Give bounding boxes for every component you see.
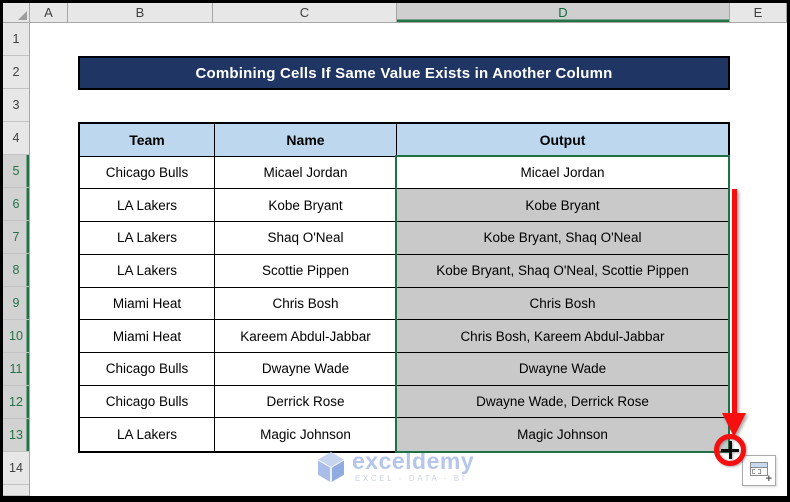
row-header-4[interactable]: 4	[3, 122, 29, 155]
table-cell-team[interactable]: LA Lakers	[80, 254, 215, 288]
select-all-triangle-icon	[18, 11, 27, 20]
fill-handle-highlight-circle	[714, 434, 746, 466]
fill-handle-plus-icon[interactable]	[721, 441, 739, 459]
row-header-10-selected[interactable]: 10	[3, 320, 29, 353]
table-header-team[interactable]: Team	[80, 124, 215, 157]
column-header-a[interactable]: A	[30, 3, 68, 22]
table-cell-output[interactable]: Magic Johnson	[397, 418, 728, 451]
table-cell-team[interactable]: LA Lakers	[80, 222, 215, 255]
row-header-9-selected[interactable]: 9	[3, 287, 29, 320]
column-header-b[interactable]: B	[68, 3, 213, 22]
row-header-14[interactable]: 14	[3, 452, 29, 485]
row-header-2[interactable]: 2	[3, 56, 29, 89]
autofill-options-icon	[750, 462, 768, 476]
table-cell-name[interactable]: Magic Johnson	[215, 418, 397, 451]
row-header-8-selected[interactable]: 8	[3, 254, 29, 287]
table-cell-output[interactable]: Chris Bosh	[397, 287, 728, 321]
worksheet: A B C D E 1 2 3 4 5 6 7 8 9 10 11 12 13 …	[3, 3, 787, 496]
table-cell-output-active[interactable]: Micael Jordan	[397, 156, 728, 190]
data-table: Team Name Output Chicago Bulls Micael Jo…	[78, 122, 730, 453]
red-arrowhead-icon	[722, 413, 746, 437]
table-cell-team[interactable]: LA Lakers	[80, 189, 215, 223]
table-cell-output[interactable]: Chris Bosh, Kareem Abdul-Jabbar	[397, 320, 728, 353]
row-header-11-selected[interactable]: 11	[3, 353, 29, 386]
table-cell-team[interactable]: Miami Heat	[80, 320, 215, 353]
row-header-strip: 1 2 3 4 5 6 7 8 9 10 11 12 13 14	[3, 23, 30, 496]
table-cell-team[interactable]: LA Lakers	[80, 418, 215, 451]
column-header-c[interactable]: C	[213, 3, 397, 22]
table-cell-name[interactable]: Shaq O'Neal	[215, 222, 397, 255]
row-header-1[interactable]: 1	[3, 23, 29, 56]
table-cell-team[interactable]: Chicago Bulls	[80, 156, 215, 190]
table-cell-name[interactable]: Kareem Abdul-Jabbar	[215, 320, 397, 353]
table-cell-output[interactable]: Kobe Bryant, Shaq O'Neal, Scottie Pippen	[397, 254, 728, 288]
table-cell-output[interactable]: Kobe Bryant, Shaq O'Neal	[397, 222, 728, 255]
column-header-e[interactable]: E	[730, 3, 787, 22]
brand-logo-cube-icon	[318, 451, 344, 482]
table-cell-team[interactable]: Chicago Bulls	[80, 352, 215, 386]
table-cell-team[interactable]: Chicago Bulls	[80, 385, 215, 419]
table-header-name[interactable]: Name	[215, 124, 397, 157]
table-cell-output[interactable]: Dwayne Wade	[397, 352, 728, 386]
row-header-5-selected[interactable]: 5	[3, 155, 29, 188]
title-banner-cell[interactable]: Combining Cells If Same Value Exists in …	[78, 56, 730, 90]
table-cell-name[interactable]: Chris Bosh	[215, 287, 397, 321]
row-header-3[interactable]: 3	[3, 89, 29, 122]
table-cell-name[interactable]: Kobe Bryant	[215, 189, 397, 223]
row-header-7-selected[interactable]: 7	[3, 221, 29, 254]
autofill-plus-glyph: +	[765, 473, 772, 485]
row-header-15-partial	[3, 485, 29, 496]
select-all-corner[interactable]	[3, 3, 30, 22]
row-header-12-selected[interactable]: 12	[3, 386, 29, 419]
table-cell-name[interactable]: Micael Jordan	[215, 156, 397, 190]
table-cell-output[interactable]: Dwayne Wade, Derrick Rose	[397, 385, 728, 419]
row-header-6-selected[interactable]: 6	[3, 188, 29, 221]
watermark: exceldemy EXCEL - DATA - BI	[317, 450, 474, 483]
table-header-output[interactable]: Output	[397, 124, 728, 157]
red-arrow-shaft	[732, 189, 737, 415]
column-header-d-selected[interactable]: D	[397, 3, 730, 22]
row-header-13-selected[interactable]: 13	[3, 419, 29, 452]
autofill-options-button[interactable]: +	[742, 455, 776, 486]
table-cell-name[interactable]: Dwayne Wade	[215, 352, 397, 386]
watermark-brand: exceldemy	[352, 448, 475, 474]
table-cell-output[interactable]: Kobe Bryant	[397, 189, 728, 223]
watermark-tagline: EXCEL - DATA - BI	[355, 474, 467, 483]
table-cell-name[interactable]: Scottie Pippen	[215, 254, 397, 288]
table-cell-name[interactable]: Derrick Rose	[215, 385, 397, 419]
column-header-strip: A B C D E	[3, 3, 787, 23]
table-cell-team[interactable]: Miami Heat	[80, 287, 215, 321]
